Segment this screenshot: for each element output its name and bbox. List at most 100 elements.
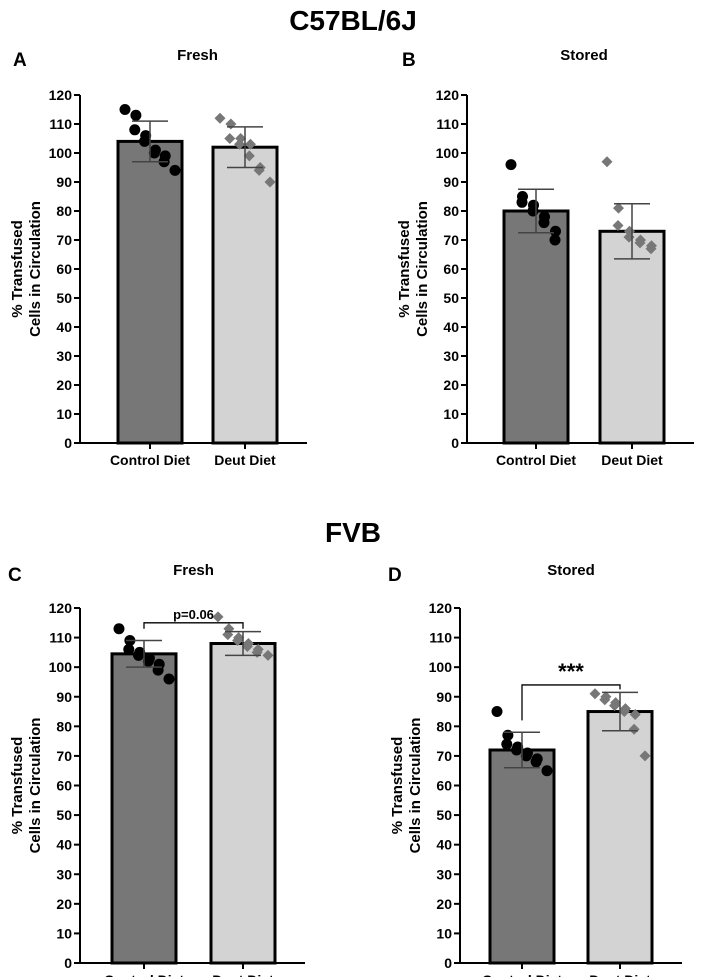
bar-control-diet xyxy=(488,748,556,965)
y-tick-label: 80 xyxy=(436,718,452,734)
panel-b: B Stored % TransfusedCells in Circulation 0… xyxy=(396,47,694,468)
y-tick-label: 100 xyxy=(49,659,73,675)
x-category-label: Deut Diet xyxy=(214,452,276,468)
y-axis-label-line: Cells in Circulation xyxy=(27,201,44,337)
y-tick-label: 10 xyxy=(436,925,452,941)
data-point-control xyxy=(130,109,142,121)
data-point-control xyxy=(148,147,160,159)
y-tick-label: 60 xyxy=(56,261,72,277)
x-category-label: Control Diet xyxy=(496,452,576,468)
y-tick-label: 30 xyxy=(443,348,459,364)
data-point-control xyxy=(133,649,145,661)
data-point-control xyxy=(538,217,550,229)
data-point-control xyxy=(501,738,513,750)
significance-bracket xyxy=(143,622,244,629)
data-point-control xyxy=(129,124,141,136)
data-point-control xyxy=(152,664,164,676)
panel-d: D Stored % TransfusedCells in Circulation 0… xyxy=(388,562,682,977)
data-point-deut xyxy=(214,112,226,124)
data-point-control xyxy=(541,765,553,777)
y-tick-label: 70 xyxy=(56,232,72,248)
data-point-deut xyxy=(629,709,641,720)
y-axis-label: % TransfusedCells in Circulation xyxy=(396,201,431,337)
data-point-control xyxy=(549,234,561,246)
data-point-control xyxy=(113,623,125,635)
data-point-deut xyxy=(224,133,236,144)
significance-label: p=0.06 xyxy=(173,607,214,622)
y-tick-label: 100 xyxy=(436,145,460,161)
x-category-label: Control Diet xyxy=(110,452,190,468)
data-point-control xyxy=(511,744,523,756)
y-tick-label: 90 xyxy=(56,689,72,705)
y-tick-label: 0 xyxy=(444,955,452,971)
y-tick-label: 70 xyxy=(436,748,452,764)
data-point-deut xyxy=(601,156,613,168)
y-tick-label: 40 xyxy=(56,837,72,853)
y-tick-label: 20 xyxy=(56,377,72,393)
y-tick-label: 60 xyxy=(436,778,452,794)
y-tick-label: 120 xyxy=(429,600,453,616)
y-tick-label: 30 xyxy=(436,866,452,882)
panel-title: Fresh xyxy=(177,47,218,64)
y-tick-label: 60 xyxy=(56,778,72,794)
y-tick-label: 40 xyxy=(56,319,72,335)
data-point-deut xyxy=(262,649,274,661)
y-tick-label: 110 xyxy=(429,630,452,646)
panel-title: Fresh xyxy=(173,562,214,579)
y-tick-label: 40 xyxy=(443,319,459,335)
data-point-deut xyxy=(634,237,646,249)
y-tick-label: 100 xyxy=(49,145,73,161)
panel-title: Stored xyxy=(560,47,608,64)
data-point-control xyxy=(527,205,539,217)
y-tick-label: 90 xyxy=(436,689,452,705)
data-point-control xyxy=(520,750,532,762)
panel-c: C Fresh % TransfusedCells in Circulation 0 1… xyxy=(8,562,305,977)
y-tick-label: 10 xyxy=(56,406,72,422)
y-tick-label: 30 xyxy=(56,348,72,364)
data-point-deut xyxy=(612,220,624,231)
data-point-deut xyxy=(243,150,255,162)
data-point-control xyxy=(139,135,151,147)
panel-letter: B xyxy=(402,50,416,71)
panel-title: Stored xyxy=(547,562,595,579)
y-tick-label: 10 xyxy=(443,406,459,422)
y-axis-label-line: % Transfused xyxy=(389,737,406,835)
data-point-deut xyxy=(264,176,276,188)
y-tick-label: 0 xyxy=(451,435,459,451)
data-point-deut xyxy=(232,635,244,647)
data-point-deut xyxy=(599,694,611,706)
data-point-control xyxy=(119,104,131,115)
panel-letter: D xyxy=(388,565,402,586)
data-point-control xyxy=(169,164,181,176)
panel-letter: A xyxy=(13,50,27,71)
data-point-deut xyxy=(628,723,640,735)
bar-control-diet xyxy=(110,652,178,965)
y-tick-label: 40 xyxy=(436,837,452,853)
data-point-deut xyxy=(241,640,253,652)
y-tick-label: 90 xyxy=(56,174,72,190)
data-point-deut xyxy=(234,138,246,150)
data-point-control xyxy=(163,673,175,685)
y-tick-label: 10 xyxy=(56,925,72,941)
y-tick-label: 120 xyxy=(49,87,73,103)
y-axis-label-line: Cells in Circulation xyxy=(27,718,44,854)
y-tick-label: 20 xyxy=(56,896,72,912)
data-point-deut xyxy=(645,243,657,255)
y-tick-label: 110 xyxy=(49,116,72,132)
data-point-control xyxy=(123,643,135,655)
data-point-deut xyxy=(589,688,601,700)
section-heading-fvb: FVB xyxy=(325,517,381,548)
data-point-control xyxy=(142,655,154,667)
y-tick-label: 70 xyxy=(56,748,72,764)
bar-deut-diet xyxy=(209,642,277,965)
x-category-label: Control Diet xyxy=(104,972,184,977)
y-tick-label: 80 xyxy=(56,203,72,219)
panel-a: A Fresh % TransfusedCells in Circulation 0 1… xyxy=(9,47,307,468)
y-tick-label: 100 xyxy=(429,659,453,675)
y-tick-label: 120 xyxy=(436,87,460,103)
bar-control-diet xyxy=(502,209,570,445)
y-tick-label: 0 xyxy=(64,955,72,971)
x-category-label: Deut Diet xyxy=(589,972,651,977)
data-point-control xyxy=(491,706,503,718)
